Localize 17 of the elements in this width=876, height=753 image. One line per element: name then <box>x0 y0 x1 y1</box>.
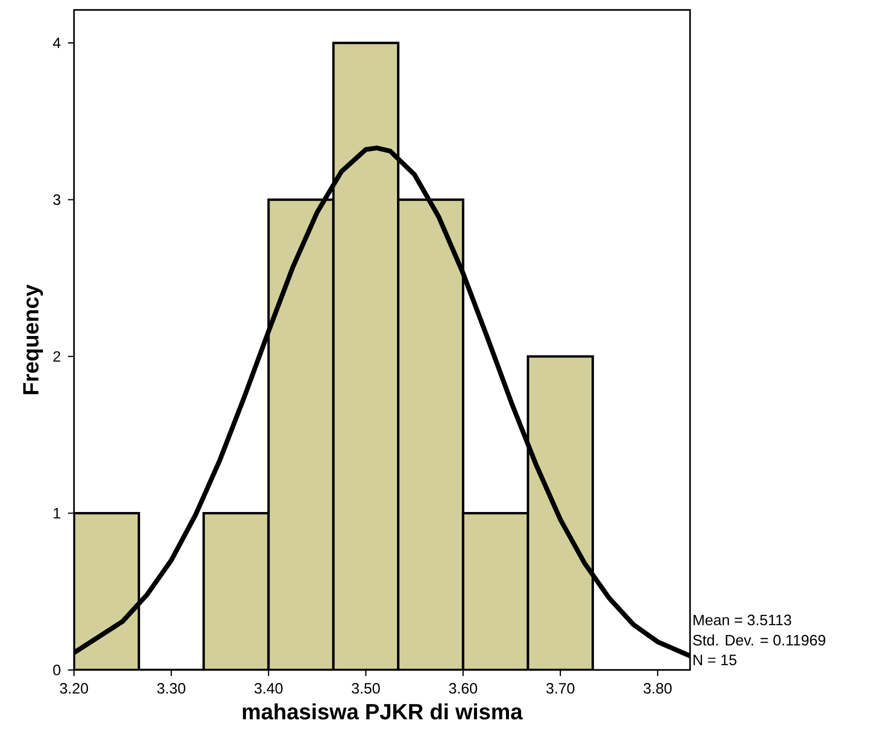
x-tick-label: 3.80 <box>644 683 672 694</box>
x-tick-label: 3.50 <box>352 683 380 694</box>
x-tick-label: 3.40 <box>254 683 283 694</box>
y-tick-label: 1 <box>54 508 60 518</box>
text: Mean = 3.5113 <box>694 614 792 626</box>
text: N = 15 <box>694 654 736 666</box>
y-tick-label: 3 <box>53 194 60 205</box>
x-axis-title: mahasiswa PJKR di wisma <box>242 703 523 720</box>
x-tick-label: 3.60 <box>449 683 478 694</box>
y-tick-label: 2 <box>53 351 60 362</box>
y-tick-label: 4 <box>52 38 61 48</box>
x-tick-label: 3.30 <box>157 683 186 694</box>
y-axis-title: Frequency <box>23 284 43 394</box>
x-tick-label: 3.70 <box>546 683 574 694</box>
x-tick-label: 3.20 <box>60 683 88 694</box>
text: Std. Dev. = 0.11969 <box>693 634 826 646</box>
y-tick-label: 0 <box>53 664 60 676</box>
